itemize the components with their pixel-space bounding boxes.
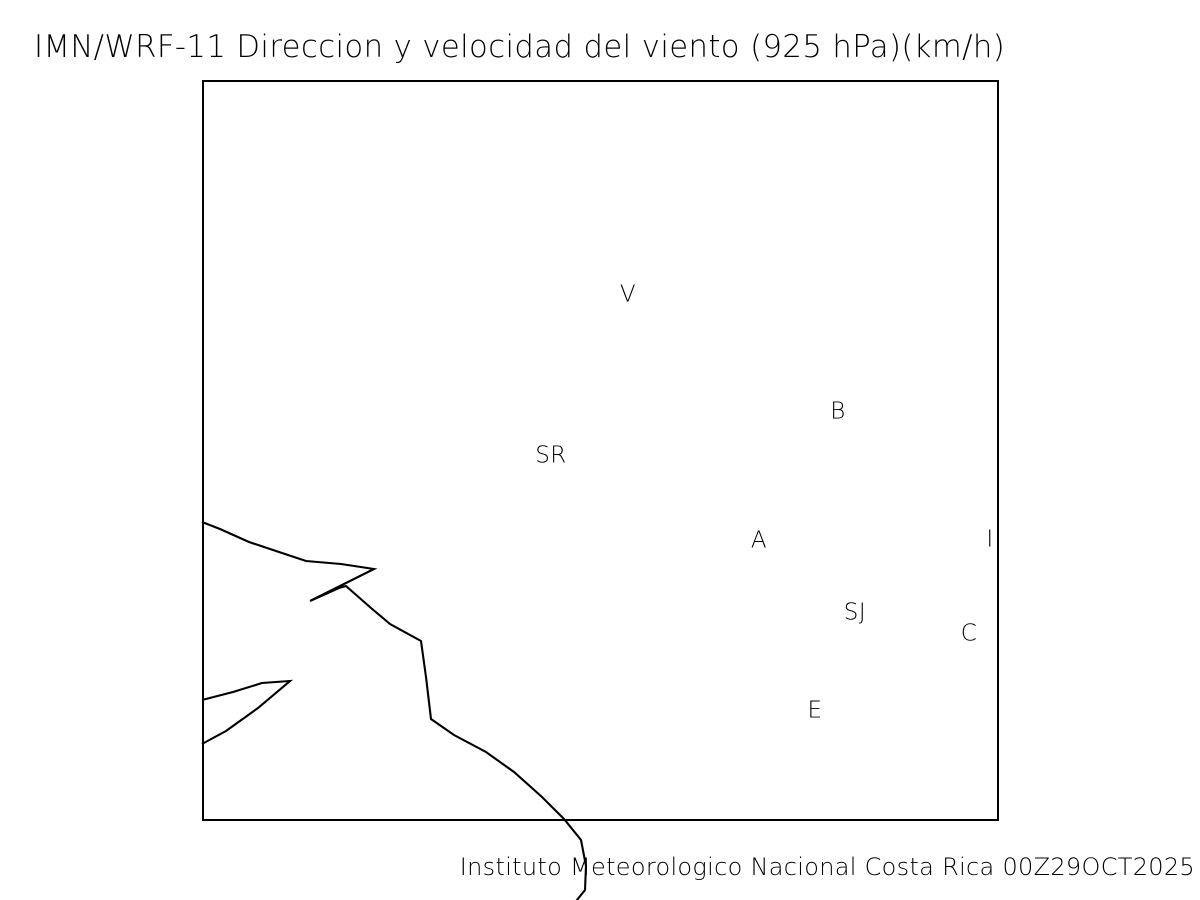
- station-label-i: I: [986, 526, 994, 553]
- station-label-sj: SJ: [843, 599, 867, 626]
- map-canvas: [201, 521, 588, 900]
- coastline-pacific-icon: [201, 521, 588, 900]
- coastline-inlet-icon: [201, 679, 294, 745]
- station-label-v: V: [619, 281, 637, 308]
- station-label-a: A: [750, 527, 768, 554]
- page-title: IMN/WRF-11 Direccion y velocidad del vie…: [34, 29, 1006, 65]
- footer-attribution: Instituto Meteorologico Nacional Costa R…: [459, 853, 1195, 881]
- station-label-c: C: [960, 620, 978, 647]
- station-label-sr: SR: [535, 442, 567, 469]
- map-plot-frame: [202, 80, 999, 821]
- station-label-b: B: [830, 398, 846, 425]
- station-label-e: E: [807, 697, 823, 724]
